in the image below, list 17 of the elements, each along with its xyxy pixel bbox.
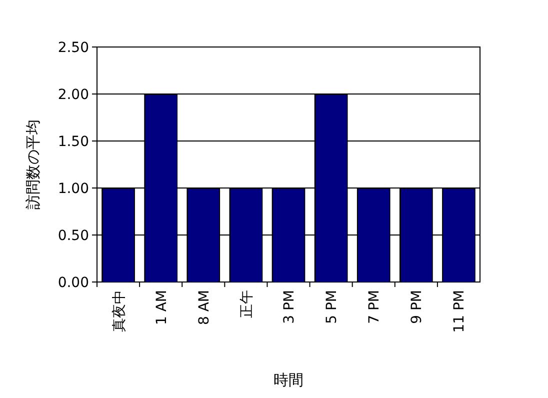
x-tick-label: 11 PM [452,290,468,333]
y-tick-label: 0.00 [58,275,89,291]
x-tick-label: 3 PM [282,290,298,324]
x-axis-title: 時間 [274,371,304,389]
x-tick-label: 真夜中 [111,290,128,332]
x-tick-label: 5 PM [324,290,340,324]
x-tick-label: 7 PM [366,290,383,324]
x-tick-label: 1 AM [154,290,170,326]
y-tick-label: 1.50 [58,134,89,150]
x-tick-label: 9 PM [409,290,426,324]
y-tick-label: 0.50 [58,228,89,244]
y-tick-label: 2.50 [58,40,89,56]
x-tick-label: 正午 [238,290,255,318]
x-tick-label: 8 AM [196,290,212,326]
y-axis-title: 訪問数の平均 [24,120,42,210]
y-tick-label: 2.00 [58,87,89,103]
y-tick-label: 1.00 [58,181,89,197]
